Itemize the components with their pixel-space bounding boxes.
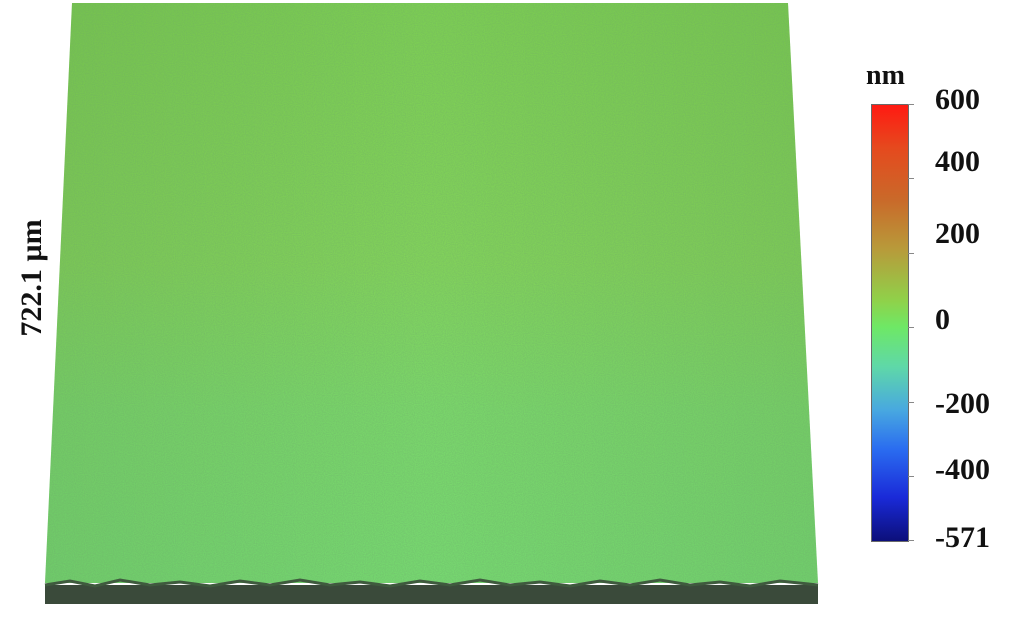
colorbar-tick-label: 600 bbox=[935, 83, 980, 116]
colorbar-tick-label: 0 bbox=[935, 303, 950, 336]
y-dimension-label: 722.1 µm bbox=[15, 219, 48, 337]
colorbar-tick-label: -571 bbox=[935, 521, 990, 554]
colorbar-tick bbox=[908, 401, 914, 403]
colorbar-tick-label: -200 bbox=[935, 387, 990, 420]
colorbar-tick bbox=[908, 178, 914, 180]
colorbar-tick-label: 400 bbox=[935, 145, 980, 178]
surface-edge-roughness bbox=[44, 578, 819, 588]
colorbar-tick bbox=[908, 327, 914, 329]
height-colorbar bbox=[871, 104, 909, 542]
colorbar-tick bbox=[908, 252, 914, 254]
surface-texture bbox=[45, 3, 818, 583]
colorbar-tick bbox=[908, 104, 914, 105]
colorbar-unit-label: nm bbox=[866, 60, 905, 91]
colorbar-tick bbox=[908, 476, 914, 478]
colorbar-tick bbox=[908, 540, 914, 541]
surface-front-edge bbox=[45, 585, 818, 604]
colorbar-tick-label: 200 bbox=[935, 217, 980, 250]
colorbar-tick-label: -400 bbox=[935, 453, 990, 486]
